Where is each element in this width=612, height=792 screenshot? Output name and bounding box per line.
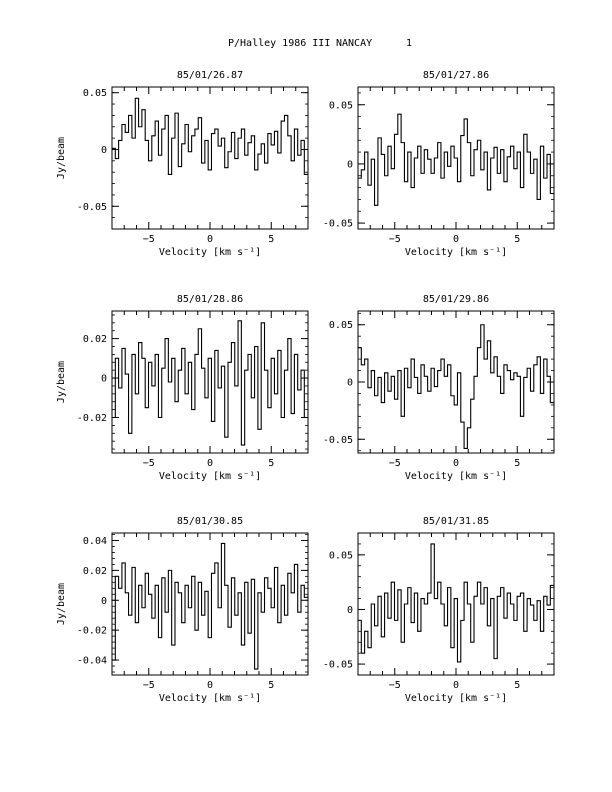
x-axis-label: Velocity [km s⁻¹] <box>405 471 507 482</box>
x-tick-label: −5 <box>143 680 155 691</box>
x-tick-label: 5 <box>514 680 520 691</box>
x-axis-label: Velocity [km s⁻¹] <box>159 693 261 704</box>
spectrum-line <box>112 320 308 446</box>
y-tick-label: -0.04 <box>77 656 107 667</box>
plot-frame <box>111 86 309 230</box>
x-tick-label: 5 <box>514 458 520 469</box>
spectrum-line <box>358 113 554 206</box>
y-tick-label: 0.04 <box>83 536 107 547</box>
y-tick-label: -0.05 <box>323 660 353 671</box>
x-tick-label: 5 <box>268 680 274 691</box>
panel-title: 85/01/27.86 <box>423 70 489 81</box>
y-tick-label: 0.02 <box>83 566 107 577</box>
y-tick-label: 0 <box>347 159 353 170</box>
y-tick-label: 0.05 <box>329 320 353 331</box>
x-axis-label: Velocity [km s⁻¹] <box>405 693 507 704</box>
y-tick-label: -0.05 <box>323 435 353 446</box>
x-tick-label: −5 <box>143 234 155 245</box>
y-axis-label: Jy/beam <box>56 361 67 403</box>
panel-title: 85/01/30.85 <box>177 516 243 527</box>
x-tick-label: −5 <box>389 458 401 469</box>
header-object: P/Halley 1986 III <box>228 38 331 49</box>
spectrum-line <box>112 97 308 176</box>
x-tick-label: 0 <box>453 680 459 691</box>
panel-title: 85/01/26.87 <box>177 70 243 81</box>
spectrum-panel-2: 85/01/27.86 −5 0 5 -0.05 0 0.05 Velocity [km s⁻… <box>323 70 555 258</box>
y-axis-label: Jy/beam <box>56 583 67 625</box>
x-axis-label: Velocity [km s⁻¹] <box>159 471 261 482</box>
x-tick-label: 0 <box>207 234 213 245</box>
y-tick-label: 0 <box>347 605 353 616</box>
spectrum-line <box>358 324 554 449</box>
x-tick-label: 5 <box>268 458 274 469</box>
x-tick-label: 0 <box>207 680 213 691</box>
y-tick-label: -0.02 <box>77 413 107 424</box>
plot-frame <box>111 310 309 454</box>
x-tick-label: −5 <box>389 234 401 245</box>
spectrum-panel-4: 85/01/29.86 −5 0 5 -0.05 0 0.05 Velocity [km s⁻… <box>323 294 555 482</box>
y-tick-label: 0 <box>101 374 107 385</box>
y-tick-label: 0.05 <box>83 88 107 99</box>
x-tick-label: 0 <box>453 458 459 469</box>
y-tick-label: 0.02 <box>83 334 107 345</box>
y-tick-label: 0 <box>101 596 107 607</box>
x-tick-label: 5 <box>268 234 274 245</box>
spectrum-panel-1: 85/01/26.87 −5 0 5 -0.05 0 0.05 Velocity [km s⁻… <box>56 70 309 258</box>
y-axis-label: Jy/beam <box>56 137 67 179</box>
y-tick-label: -0.05 <box>323 219 353 230</box>
panel-title: 85/01/29.86 <box>423 294 489 305</box>
spectrum-line <box>112 542 308 670</box>
panel-title: 85/01/31.85 <box>423 516 489 527</box>
x-tick-label: −5 <box>389 680 401 691</box>
spectrum-panel-6: 85/01/31.85 −5 0 5 -0.05 0 0.05 Velocity [km s⁻… <box>323 516 555 704</box>
x-tick-label: 0 <box>207 458 213 469</box>
y-tick-label: -0.05 <box>77 202 107 213</box>
y-tick-label: 0.05 <box>329 550 353 561</box>
y-tick-label: 0 <box>101 145 107 156</box>
header-station: NANCAY <box>336 38 373 49</box>
x-tick-label: 0 <box>453 234 459 245</box>
y-tick-label: -0.02 <box>77 626 107 637</box>
spectrum-panel-5: 85/01/30.85 −5 0 5 -0.04 -0.02 0 0.02 0.04 Veloci… <box>56 516 309 704</box>
x-tick-label: −5 <box>143 458 155 469</box>
x-tick-label: 5 <box>514 234 520 245</box>
panel-title: 85/01/28.86 <box>177 294 243 305</box>
x-axis-label: Velocity [km s⁻¹] <box>405 247 507 258</box>
y-tick-label: 0.05 <box>329 100 353 111</box>
y-tick-label: 0 <box>347 378 353 389</box>
x-axis-label: Velocity [km s⁻¹] <box>159 247 261 258</box>
spectrum-panel-3: 85/01/28.86 −5 0 5 -0.02 0 0.02 Velocity [km s⁻… <box>56 294 309 482</box>
header-page-number: 1 <box>406 38 413 49</box>
spectrum-line <box>358 543 554 663</box>
